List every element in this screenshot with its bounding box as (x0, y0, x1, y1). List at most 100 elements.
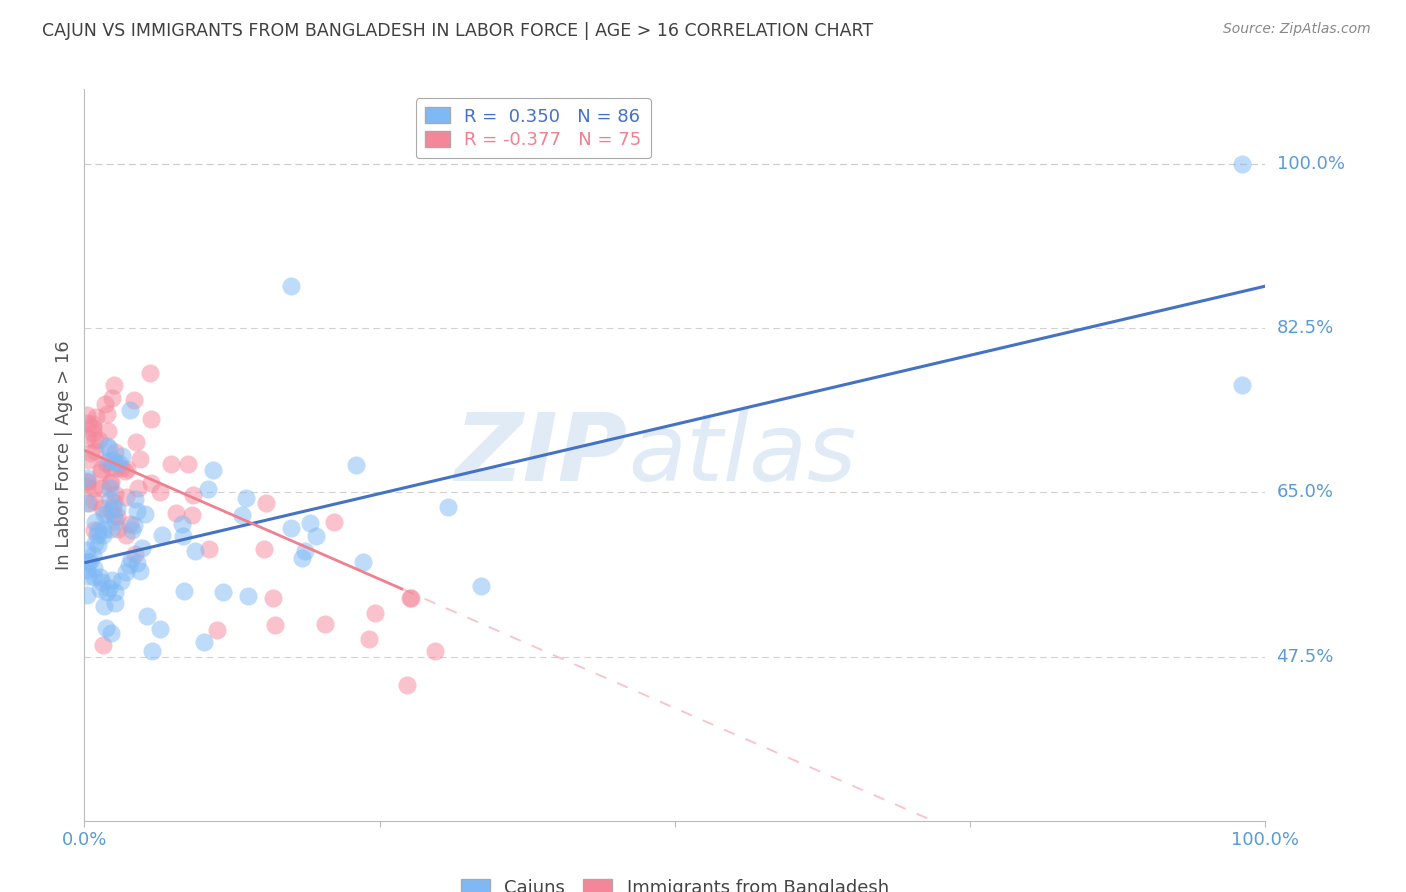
Point (97, 424, 120, 438)
Point (104, 445, 127, 459)
Point (98, 475, 121, 490)
Text: atlas: atlas (627, 409, 856, 500)
Point (254, 496, 277, 510)
Point (100, 522, 122, 536)
Point (470, 579, 492, 593)
Point (105, 456, 128, 470)
Point (91, 523, 114, 537)
Point (120, 402, 142, 417)
Point (231, 508, 253, 522)
Point (131, 541, 153, 556)
Point (395, 678, 418, 692)
Point (93, 507, 115, 521)
Point (105, 508, 128, 523)
Point (181, 488, 204, 502)
Point (149, 485, 172, 500)
Point (323, 516, 346, 530)
Point (180, 508, 202, 523)
Point (129, 565, 152, 579)
Point (114, 464, 136, 478)
Point (96, 408, 118, 422)
Point (264, 617, 287, 632)
Point (76, 474, 98, 488)
Point (122, 517, 145, 532)
Point (79, 446, 101, 460)
Text: ZIP: ZIP (454, 409, 627, 501)
Point (205, 623, 228, 637)
Text: 47.5%: 47.5% (1277, 648, 1334, 665)
Point (96, 439, 118, 453)
Point (97, 454, 120, 468)
Point (280, 520, 302, 534)
Point (104, 487, 127, 501)
Text: CAJUN VS IMMIGRANTS FROM BANGLADESH IN LABOR FORCE | AGE > 16 CORRELATION CHART: CAJUN VS IMMIGRANTS FROM BANGLADESH IN L… (42, 22, 873, 40)
Point (83, 570, 105, 584)
Point (101, 574, 124, 588)
Point (104, 514, 127, 528)
Point (201, 463, 224, 477)
Point (93, 528, 115, 542)
Point (139, 367, 162, 381)
Point (84, 444, 107, 458)
Point (86, 538, 108, 552)
Point (359, 632, 381, 647)
Point (117, 558, 139, 573)
Point (291, 551, 314, 566)
Point (105, 502, 128, 516)
Point (314, 617, 336, 632)
Point (193, 635, 215, 649)
Point (87, 433, 110, 447)
Point (83, 560, 105, 574)
Point (76, 588, 98, 602)
Point (96, 621, 118, 635)
Point (77, 453, 100, 467)
Point (89, 569, 111, 583)
Point (294, 543, 316, 558)
Point (84, 433, 107, 447)
Point (128, 452, 150, 467)
Point (98, 582, 121, 596)
Point (124, 392, 146, 407)
Point (100, 492, 122, 507)
Point (96, 507, 118, 521)
Point (76, 568, 98, 582)
Point (184, 544, 207, 558)
Point (84, 535, 107, 549)
Point (76, 563, 98, 577)
Point (100, 475, 122, 489)
Point (76, 417, 98, 431)
Point (1230, 378, 1253, 392)
Point (141, 644, 163, 658)
Point (198, 542, 221, 557)
Point (91, 501, 114, 516)
Point (120, 552, 142, 566)
Point (100, 502, 122, 516)
Point (103, 377, 125, 392)
Point (91, 574, 114, 589)
Point (125, 435, 148, 450)
Point (90, 465, 112, 479)
Point (1230, 157, 1253, 171)
Text: Source: ZipAtlas.com: Source: ZipAtlas.com (1223, 22, 1371, 37)
Point (76, 475, 98, 490)
Point (82, 548, 104, 562)
Point (253, 542, 276, 557)
Point (305, 529, 328, 543)
Text: 82.5%: 82.5% (1277, 319, 1334, 337)
Point (84, 409, 107, 424)
Point (436, 500, 458, 514)
Point (121, 523, 143, 537)
Point (125, 504, 148, 518)
Point (110, 574, 132, 589)
Point (262, 591, 284, 605)
Point (98, 481, 121, 495)
Point (94, 397, 117, 411)
Point (76, 408, 98, 422)
Point (114, 527, 136, 541)
Point (91, 638, 114, 652)
Point (83, 523, 105, 537)
Point (89, 462, 111, 476)
Point (197, 482, 219, 496)
Point (104, 585, 127, 599)
Point (89, 582, 111, 597)
